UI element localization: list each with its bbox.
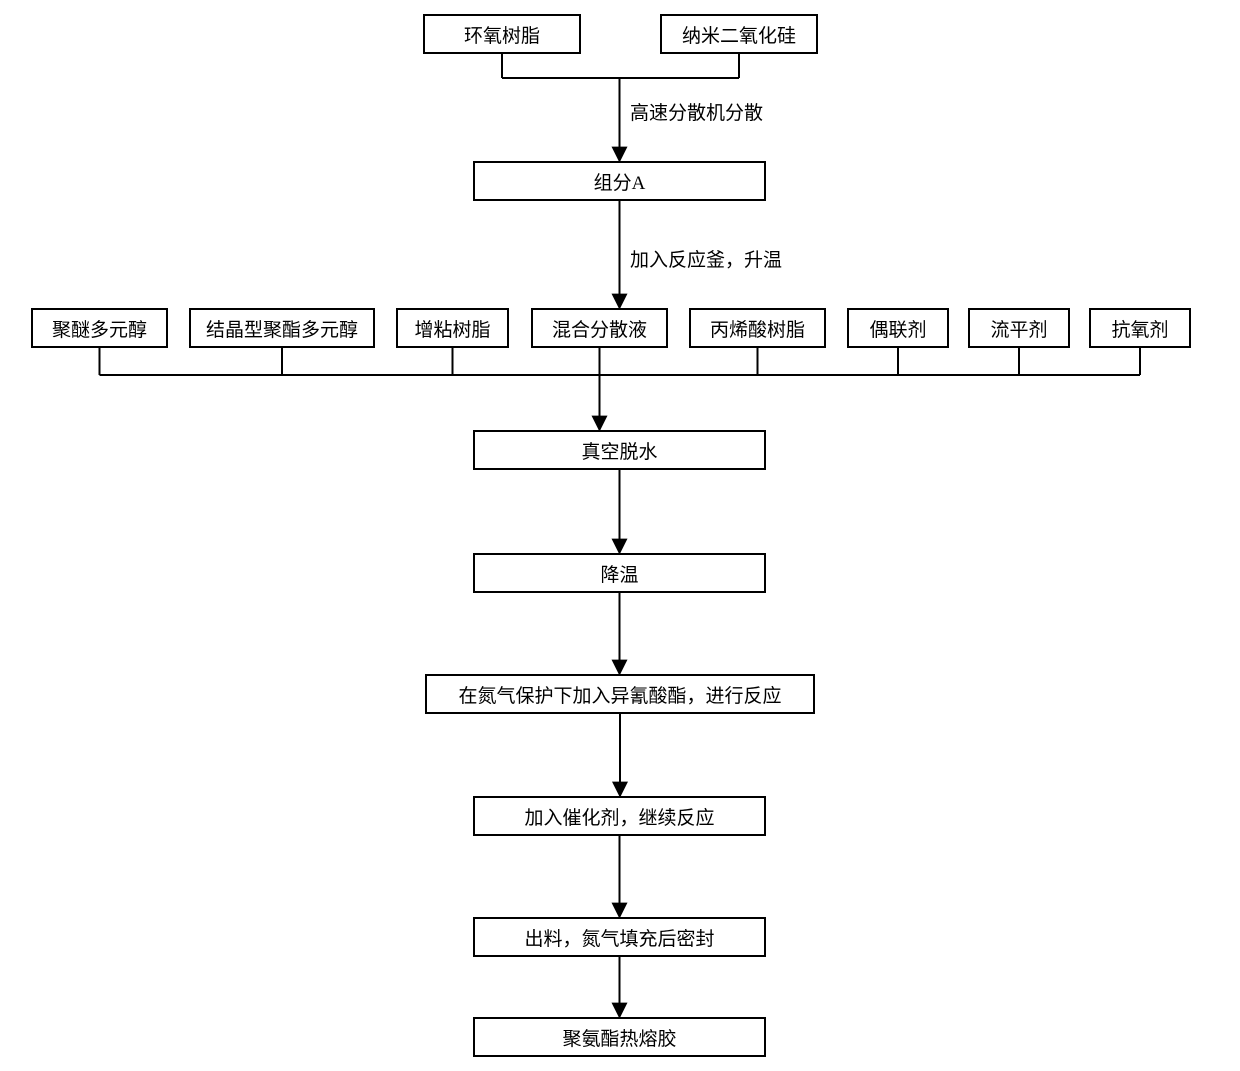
node-acrylic: 丙烯酸树脂 [689, 308, 826, 348]
node-label: 增粘树脂 [414, 315, 490, 342]
node-antioxidant: 抗氧剂 [1089, 308, 1191, 348]
edge-label-disperse: 高速分散机分散 [630, 98, 763, 125]
node-label: 纳米二氧化硅 [682, 21, 796, 48]
node-discharge: 出料，氮气填充后密封 [473, 917, 766, 957]
node-cool: 降温 [473, 553, 766, 593]
node-mix_disp: 混合分散液 [531, 308, 668, 348]
node-label: 结晶型聚酯多元醇 [206, 315, 358, 342]
node-label: 混合分散液 [552, 315, 647, 342]
node-label: 聚醚多元醇 [52, 315, 147, 342]
node-vac_dehydr: 真空脱水 [473, 430, 766, 470]
node-label: 聚氨酯热熔胶 [562, 1024, 676, 1051]
node-label: 真空脱水 [581, 437, 657, 464]
node-label: 丙烯酸树脂 [710, 315, 805, 342]
node-product: 聚氨酯热熔胶 [473, 1017, 766, 1057]
node-n2_reaction: 在氮气保护下加入异氰酸酯，进行反应 [425, 674, 815, 714]
node-catalyst: 加入催化剂，继续反应 [473, 796, 766, 836]
node-cryst_poly: 结晶型聚酯多元醇 [189, 308, 375, 348]
node-label: 环氧树脂 [464, 21, 540, 48]
node-nano_sio2: 纳米二氧化硅 [660, 14, 818, 54]
node-label: 流平剂 [990, 315, 1047, 342]
node-label: 出料，氮气填充后密封 [524, 924, 714, 951]
node-label: 在氮气保护下加入异氰酸酯，进行反应 [458, 681, 781, 708]
node-tackifier: 增粘树脂 [396, 308, 509, 348]
node-label: 抗氧剂 [1111, 315, 1168, 342]
node-label: 加入催化剂，继续反应 [524, 803, 714, 830]
node-label: 组分A [594, 168, 646, 195]
node-label: 降温 [600, 560, 638, 587]
flowchart-canvas: 环氧树脂 纳米二氧化硅组分A 聚醚多元醇 结晶型聚酯多元醇 增粘树脂 混合分散液 丙烯酸树脂… [0, 0, 1240, 1071]
node-component_a: 组分A [473, 161, 766, 201]
node-epoxy: 环氧树脂 [423, 14, 581, 54]
node-polyether: 聚醚多元醇 [31, 308, 168, 348]
node-label: 偶联剂 [869, 315, 926, 342]
edge-label-heat: 加入反应釜，升温 [630, 245, 782, 272]
node-leveling: 流平剂 [968, 308, 1070, 348]
node-coupling: 偶联剂 [847, 308, 949, 348]
